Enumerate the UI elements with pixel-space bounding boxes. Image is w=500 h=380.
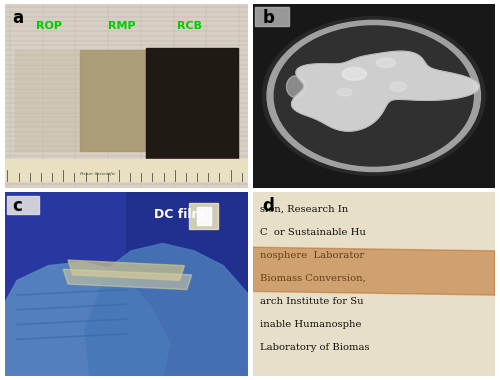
Bar [80,50,146,151]
Text: Laboratory of Biomas: Laboratory of Biomas [260,343,370,352]
Ellipse shape [262,17,486,175]
Polygon shape [252,247,495,295]
Bar [196,207,211,225]
Polygon shape [63,269,192,290]
Polygon shape [85,244,247,376]
Text: RMP: RMP [108,21,135,31]
Text: DC film: DC film [154,209,205,222]
Text: С  or Sustainable Hu: С or Sustainable Hu [260,228,366,237]
Text: ROP: ROP [36,21,62,31]
Text: Biomass Conversion,: Biomass Conversion, [260,274,366,283]
Bar [5,158,248,181]
Polygon shape [68,260,184,280]
Polygon shape [292,51,480,131]
Ellipse shape [286,76,306,98]
Text: d: d [262,198,274,215]
Bar [255,8,289,26]
Ellipse shape [390,82,406,91]
Text: a: a [12,10,24,27]
Bar [14,50,80,151]
Text: nosphere  Laborator: nosphere Laborator [260,251,364,260]
Text: inable Humanosphe: inable Humanosphe [260,320,362,329]
Ellipse shape [274,26,473,166]
Ellipse shape [342,67,366,80]
Bar [8,196,39,214]
Ellipse shape [376,58,396,67]
Text: sion, Research In: sion, Research In [260,205,348,214]
Ellipse shape [338,89,352,96]
Bar [146,48,238,166]
Text: arch Institute for Su: arch Institute for Su [260,297,364,306]
Bar [190,203,218,229]
Ellipse shape [267,21,480,171]
Bar [126,192,248,376]
Text: c: c [12,198,22,215]
Text: RCB: RCB [177,21,202,31]
Text: b: b [262,10,274,27]
Polygon shape [5,262,170,376]
Text: Fisher Scientific: Fisher Scientific [79,172,116,176]
